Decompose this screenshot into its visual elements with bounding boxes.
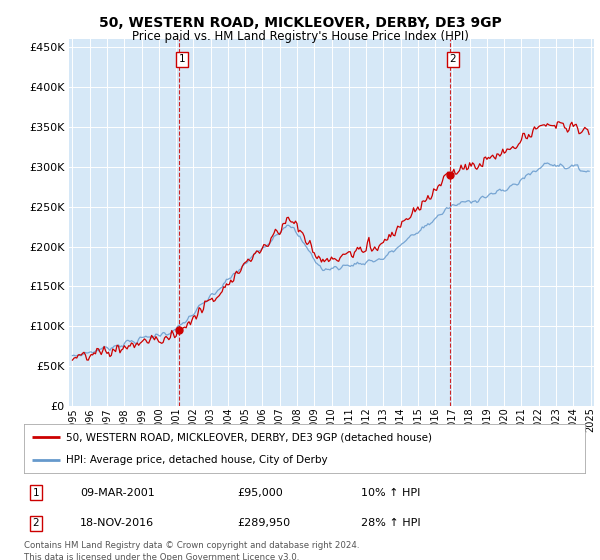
Text: 28% ↑ HPI: 28% ↑ HPI xyxy=(361,519,420,528)
Text: £289,950: £289,950 xyxy=(237,519,290,528)
Text: 09-MAR-2001: 09-MAR-2001 xyxy=(80,488,155,497)
Text: 50, WESTERN ROAD, MICKLEOVER, DERBY, DE3 9GP (detached house): 50, WESTERN ROAD, MICKLEOVER, DERBY, DE3… xyxy=(66,432,432,442)
Text: 2: 2 xyxy=(449,54,456,64)
Text: 1: 1 xyxy=(179,54,186,64)
Text: Price paid vs. HM Land Registry's House Price Index (HPI): Price paid vs. HM Land Registry's House … xyxy=(131,30,469,43)
Text: 10% ↑ HPI: 10% ↑ HPI xyxy=(361,488,420,497)
Text: 1: 1 xyxy=(32,488,39,497)
Text: HPI: Average price, detached house, City of Derby: HPI: Average price, detached house, City… xyxy=(66,455,328,465)
Text: £95,000: £95,000 xyxy=(237,488,283,497)
Text: 50, WESTERN ROAD, MICKLEOVER, DERBY, DE3 9GP: 50, WESTERN ROAD, MICKLEOVER, DERBY, DE3… xyxy=(98,16,502,30)
Text: 2: 2 xyxy=(32,519,39,528)
Text: 18-NOV-2016: 18-NOV-2016 xyxy=(80,519,154,528)
Text: Contains HM Land Registry data © Crown copyright and database right 2024.
This d: Contains HM Land Registry data © Crown c… xyxy=(24,541,359,560)
